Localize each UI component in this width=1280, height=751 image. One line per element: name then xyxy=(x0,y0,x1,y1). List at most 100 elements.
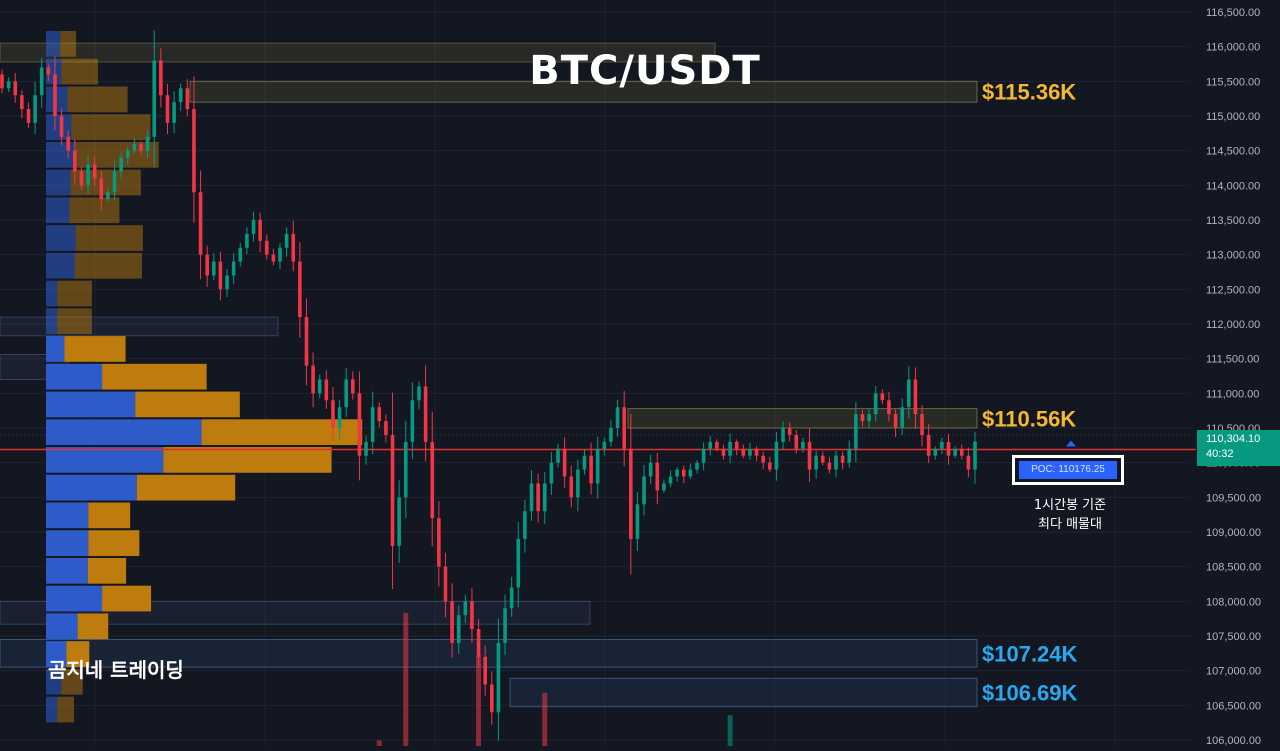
vp-down-14 xyxy=(201,419,363,446)
vp-up-17 xyxy=(46,502,89,529)
level-label-3: $106.69K xyxy=(982,681,1078,706)
candle-body-116 xyxy=(768,462,772,470)
candle-body-23 xyxy=(152,60,157,137)
candle-body-19 xyxy=(125,150,130,158)
vp-down-3 xyxy=(71,114,151,140)
volume-bar-0 xyxy=(403,613,409,746)
current-price-tag: 110,304.10 40:32 xyxy=(1197,430,1280,466)
candle-body-117 xyxy=(774,441,779,470)
candle-body-65 xyxy=(430,441,435,519)
level-box-2 xyxy=(0,638,978,668)
vp-up-20 xyxy=(46,585,103,612)
candle-body-87 xyxy=(576,469,580,498)
candle-body-39 xyxy=(258,220,262,241)
candle-body-59 xyxy=(390,434,395,546)
candle-body-123 xyxy=(814,455,818,470)
candle-body-115 xyxy=(761,455,765,463)
candle-body-139 xyxy=(920,414,924,435)
candle-body-28 xyxy=(185,88,190,110)
candle-body-11 xyxy=(73,150,77,172)
candle-body-40 xyxy=(264,240,269,255)
axis-tick-label-16: 114,000.00 xyxy=(1206,180,1260,192)
candle-body-49 xyxy=(324,379,329,401)
candle-body-69 xyxy=(456,615,461,643)
bar-countdown: 40:32 xyxy=(1206,448,1234,460)
level-label-1: $110.56K xyxy=(982,406,1076,431)
vp-up-9 xyxy=(46,280,58,307)
candles xyxy=(0,30,977,741)
zone-box-1 xyxy=(0,316,279,337)
candle-body-88 xyxy=(582,455,587,470)
candle-body-110 xyxy=(728,441,732,456)
candle-body-2 xyxy=(13,81,18,96)
candle-body-96 xyxy=(635,504,640,539)
axis-tick-label-6: 109,000.00 xyxy=(1206,527,1261,539)
candle-body-90 xyxy=(595,448,600,484)
level-box-3 xyxy=(509,677,978,708)
axis-tick-label-1: 106,500.00 xyxy=(1206,700,1261,712)
candle-body-144 xyxy=(953,448,957,456)
candle-body-128 xyxy=(847,448,852,463)
axis-tick-label-13: 112,500.00 xyxy=(1206,284,1260,296)
vp-up-16 xyxy=(46,474,137,501)
candle-body-36 xyxy=(238,247,243,262)
candle-body-43 xyxy=(284,233,289,248)
candle-body-8 xyxy=(53,74,57,116)
vp-down-21 xyxy=(77,613,109,640)
axis-tick-label-11: 111,500.00 xyxy=(1206,354,1259,366)
candle-body-119 xyxy=(787,428,792,435)
candle-body-15 xyxy=(99,178,104,200)
vp-down-22 xyxy=(66,641,90,667)
volume-bar-3 xyxy=(727,715,733,746)
candle-body-45 xyxy=(298,261,302,318)
candle-body-135 xyxy=(893,414,898,428)
candle-body-107 xyxy=(708,441,713,449)
candle-body-70 xyxy=(463,601,468,616)
candle-body-114 xyxy=(754,448,759,456)
candle-body-9 xyxy=(59,116,64,137)
candle-body-146 xyxy=(966,455,971,470)
candle-body-21 xyxy=(139,143,143,151)
candle-body-103 xyxy=(681,469,686,477)
candle-body-118 xyxy=(781,428,785,442)
chart-title: BTC/USDT xyxy=(529,48,761,94)
axis-tick-label-14: 113,000.00 xyxy=(1206,250,1260,262)
candle-body-95 xyxy=(629,448,633,539)
candle-body-0 xyxy=(0,74,4,89)
zone-box-0 xyxy=(0,42,716,63)
candle-body-54 xyxy=(357,393,362,456)
candle-body-131 xyxy=(867,414,871,422)
vp-up-5 xyxy=(46,169,71,196)
vp-up-23 xyxy=(46,668,62,695)
candle-body-137 xyxy=(907,379,911,408)
candle-body-12 xyxy=(79,171,84,186)
candle-body-10 xyxy=(66,136,70,151)
axis-tick-label-17: 114,500.00 xyxy=(1206,146,1260,158)
candle-body-124 xyxy=(820,455,825,463)
candle-body-46 xyxy=(304,317,309,366)
candle-body-33 xyxy=(218,261,223,290)
axis-tick-label-5: 108,500.00 xyxy=(1206,562,1261,574)
axis-tick-label-19: 115,500.00 xyxy=(1206,76,1260,88)
candle-body-143 xyxy=(946,441,951,456)
axis-tick-label-18: 115,000.00 xyxy=(1206,111,1260,123)
candle-body-58 xyxy=(384,421,388,435)
axis-tick-label-12: 112,000.00 xyxy=(1206,319,1260,331)
candle-body-79 xyxy=(523,511,527,539)
candle-body-98 xyxy=(648,462,653,477)
candle-body-75 xyxy=(496,642,501,713)
level-label-2: $107.24K xyxy=(982,641,1078,666)
candle-body-82 xyxy=(542,483,547,512)
vp-down-4 xyxy=(74,141,159,168)
candle-body-37 xyxy=(245,233,249,248)
vp-down-6 xyxy=(69,197,120,224)
candle-body-61 xyxy=(403,441,408,498)
candle-body-38 xyxy=(251,220,256,234)
poc-note-line-2: 최다 매물대 xyxy=(1038,517,1102,532)
vp-down-24 xyxy=(57,696,75,723)
candle-body-56 xyxy=(370,407,375,442)
candle-body-129 xyxy=(854,414,858,449)
vp-down-18 xyxy=(88,530,140,556)
vp-up-4 xyxy=(46,141,75,168)
